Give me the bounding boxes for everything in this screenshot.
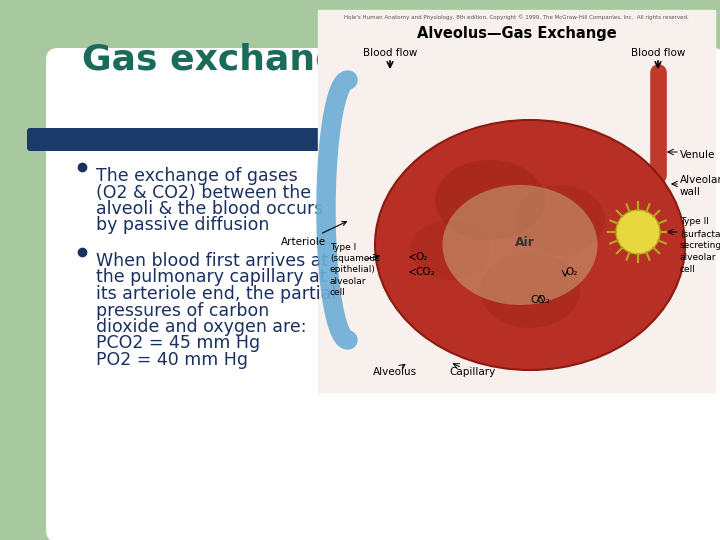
Text: Hole's Human Anatomy and Physiology, 8th edition, Copyright © 1999, The McGraw-H: Hole's Human Anatomy and Physiology, 8th… [344,14,689,19]
Text: dioxide and oxygen are:: dioxide and oxygen are: [96,318,307,336]
Text: CO₂: CO₂ [415,267,435,277]
Text: by passive diffusion: by passive diffusion [96,217,269,234]
Text: Type II: Type II [680,218,709,226]
Ellipse shape [480,252,580,328]
Text: alveolar: alveolar [680,253,716,262]
Text: CO₂: CO₂ [530,295,550,305]
Ellipse shape [375,120,685,370]
Text: Blood flow: Blood flow [631,48,685,58]
Text: PCO2 = 45 mm Hg: PCO2 = 45 mm Hg [96,334,260,353]
Text: Alveolus—Gas Exchange: Alveolus—Gas Exchange [417,26,616,41]
Text: (O2 & CO2) between the: (O2 & CO2) between the [96,184,311,201]
Text: alveoli & the blood occurs: alveoli & the blood occurs [96,200,323,218]
Text: (surfactant-: (surfactant- [680,230,720,239]
Text: O₂: O₂ [415,252,428,262]
Ellipse shape [515,185,605,255]
Text: the pulmonary capillary at: the pulmonary capillary at [96,268,326,287]
Circle shape [616,210,660,254]
Ellipse shape [443,185,598,305]
Text: cell: cell [680,266,696,274]
Text: Arteriole: Arteriole [281,221,346,247]
FancyBboxPatch shape [27,128,698,151]
Bar [318,10,715,392]
Text: PO2 = 40 mm Hg: PO2 = 40 mm Hg [96,351,248,369]
Text: The exchange of gases: The exchange of gases [96,167,298,185]
Text: wall: wall [680,187,701,197]
Text: Alveolar: Alveolar [680,175,720,185]
Text: Blood flow: Blood flow [363,48,417,58]
Bar [0,0,720,110]
Text: Air: Air [515,235,535,248]
Text: Capillary: Capillary [450,367,496,377]
Text: Gas exchange: Gas exchange [82,43,366,77]
Ellipse shape [410,220,490,280]
Text: Alveolus: Alveolus [373,367,417,377]
Text: Type I
(squamous
epithelial)
alveolar
cell: Type I (squamous epithelial) alveolar ce… [330,244,379,296]
FancyBboxPatch shape [46,48,720,540]
Text: pressures of carbon: pressures of carbon [96,301,269,320]
Text: Venule: Venule [680,150,716,160]
Text: secreting): secreting) [680,241,720,251]
Text: When blood first arrives at: When blood first arrives at [96,252,328,270]
Text: its arteriole end, the partial: its arteriole end, the partial [96,285,336,303]
Text: O₂: O₂ [566,267,578,277]
Bar [0,0,60,540]
Ellipse shape [435,160,545,240]
